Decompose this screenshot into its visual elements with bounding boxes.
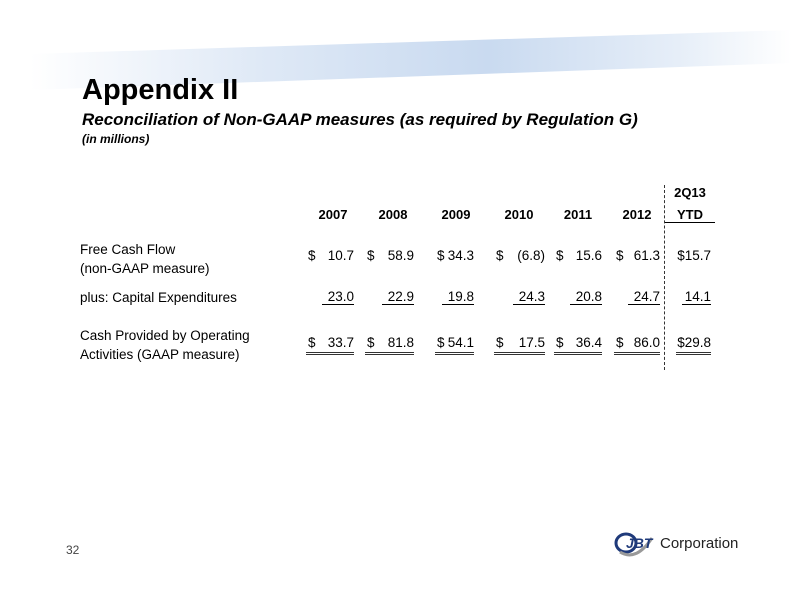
table-cell: 61.3 xyxy=(633,248,660,263)
page-number: 32 xyxy=(66,543,80,557)
column-header: 2007 xyxy=(318,207,348,222)
row-label: Activities (GAAP measure) xyxy=(80,347,240,362)
column-header: 2012 xyxy=(622,207,652,222)
dollar-sign: $ xyxy=(616,335,624,350)
dollar-sign: $ xyxy=(556,248,564,263)
column-header: 2011 xyxy=(563,207,593,222)
dollar-sign: $ xyxy=(496,335,504,350)
company-logo: JBT Corporation xyxy=(612,528,738,558)
subtitle: Reconciliation of Non-GAAP measures (as … xyxy=(82,110,638,129)
row-label: plus: Capital Expenditures xyxy=(80,290,237,305)
dollar-sign: $ xyxy=(437,248,445,263)
table-cell: 22.9 xyxy=(382,289,414,305)
table-cell: 15.6 xyxy=(575,248,602,263)
column-header: 2010 xyxy=(504,207,534,222)
dollar-sign: $ xyxy=(308,248,316,263)
dollar-sign: $ xyxy=(437,335,445,350)
ytd-divider xyxy=(664,185,665,370)
column-header: 2009 xyxy=(441,207,471,222)
table-cell: 20.8 xyxy=(570,289,602,305)
table-cell: 24.7 xyxy=(628,289,660,305)
table-cell: 86.0 xyxy=(614,335,660,355)
dollar-sign: $ xyxy=(367,248,375,263)
svg-text:JBT: JBT xyxy=(626,535,654,551)
ytd-cell: $29.8 xyxy=(676,335,711,355)
table-cell: 24.3 xyxy=(513,289,545,305)
dollar-sign: $ xyxy=(367,335,375,350)
page-title: Appendix II xyxy=(82,74,239,106)
column-header: 2008 xyxy=(378,207,408,222)
table-cell: 33.7 xyxy=(306,335,354,355)
row-label: Cash Provided by Operating xyxy=(80,328,250,343)
table-cell: 19.8 xyxy=(442,289,474,305)
ytd-cell: $15.7 xyxy=(677,248,711,263)
table-cell: 23.0 xyxy=(322,289,354,305)
ytd-header-line1: 2Q13 xyxy=(674,185,706,200)
row-label: (non-GAAP measure) xyxy=(80,261,210,276)
jbt-logo-icon: JBT xyxy=(614,532,654,557)
table-cell: 58.9 xyxy=(387,248,414,263)
logo-text: Corporation xyxy=(660,534,739,552)
table-cell: 54.1 xyxy=(435,335,474,355)
table-cell: (6.8) xyxy=(517,248,545,263)
ytd-cell: 14.1 xyxy=(682,289,711,305)
table-cell: 36.4 xyxy=(554,335,602,355)
table-cell: 81.8 xyxy=(365,335,414,355)
ytd-header-line2: YTD xyxy=(665,207,715,223)
dollar-sign: $ xyxy=(616,248,624,263)
table-cell: 34.3 xyxy=(447,248,474,263)
table-cell: 10.7 xyxy=(327,248,354,263)
table-cell: 17.5 xyxy=(494,335,545,355)
dollar-sign: $ xyxy=(496,248,504,263)
dollar-sign: $ xyxy=(556,335,564,350)
units-note: (in millions) xyxy=(82,132,150,146)
dollar-sign: $ xyxy=(308,335,316,350)
row-label: Free Cash Flow xyxy=(80,242,176,257)
